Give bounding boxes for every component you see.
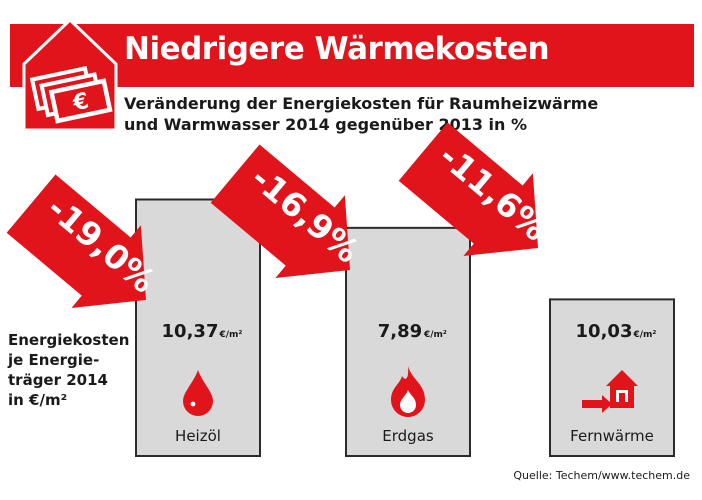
title-banner <box>10 24 694 87</box>
side-label-line-4: in €/m² <box>8 391 68 409</box>
cost-panel <box>549 298 675 457</box>
arrow-shape <box>398 122 538 256</box>
subtitle-line-2: und Warmwasser 2014 gegenüber 2013 in % <box>124 115 528 134</box>
pipe-arrow-head <box>602 395 612 413</box>
cost-value: 10,37 <box>162 321 219 342</box>
euro-house-logo-icon: € <box>22 17 118 132</box>
drop-highlight <box>190 401 196 407</box>
district-heating-house-icon <box>606 370 638 408</box>
cost-axis-label: Energiekosten je Energie- träger 2014 in… <box>8 330 130 410</box>
side-label-line-2: je Energie- <box>8 351 100 369</box>
page-title: Niedrigere Wärmekosten <box>124 31 550 67</box>
cost-unit: €/m² <box>633 330 657 340</box>
change-arrow <box>210 144 350 278</box>
euro-symbol: € <box>70 89 91 117</box>
cost-unit: €/m² <box>219 330 243 340</box>
flame-inner <box>400 390 416 413</box>
category-label: Fernwärme <box>570 427 654 445</box>
district-heating-house-icon <box>582 370 638 413</box>
source-note: Quelle: Techem/www.techem.de <box>513 469 690 482</box>
cost-panel <box>345 226 471 457</box>
subtitle-line-1: Veränderung der Energiekosten für Raumhe… <box>124 94 599 113</box>
chart-subtitle: Veränderung der Energiekosten für Raumhe… <box>124 93 598 135</box>
change-arrow <box>6 174 146 308</box>
arrow-shape <box>210 144 350 278</box>
side-label-line-1: Energiekosten <box>8 331 130 349</box>
change-arrow <box>398 122 538 256</box>
arrow-shape <box>6 174 146 308</box>
side-label-line-3: träger 2014 <box>8 371 108 389</box>
oil-drop-icon <box>183 370 213 416</box>
oil-drop-icon <box>183 370 213 416</box>
gas-flame-icon <box>391 366 425 417</box>
cost-value: 10,03 <box>576 321 633 342</box>
category-label: Heizöl <box>175 427 221 445</box>
cost-unit: €/m² <box>423 330 447 340</box>
cost-value: 7,89 <box>378 321 422 342</box>
pipe-arrow-shaft <box>582 400 604 408</box>
category-label: Erdgas <box>382 427 434 445</box>
house-window-pane <box>619 393 625 402</box>
